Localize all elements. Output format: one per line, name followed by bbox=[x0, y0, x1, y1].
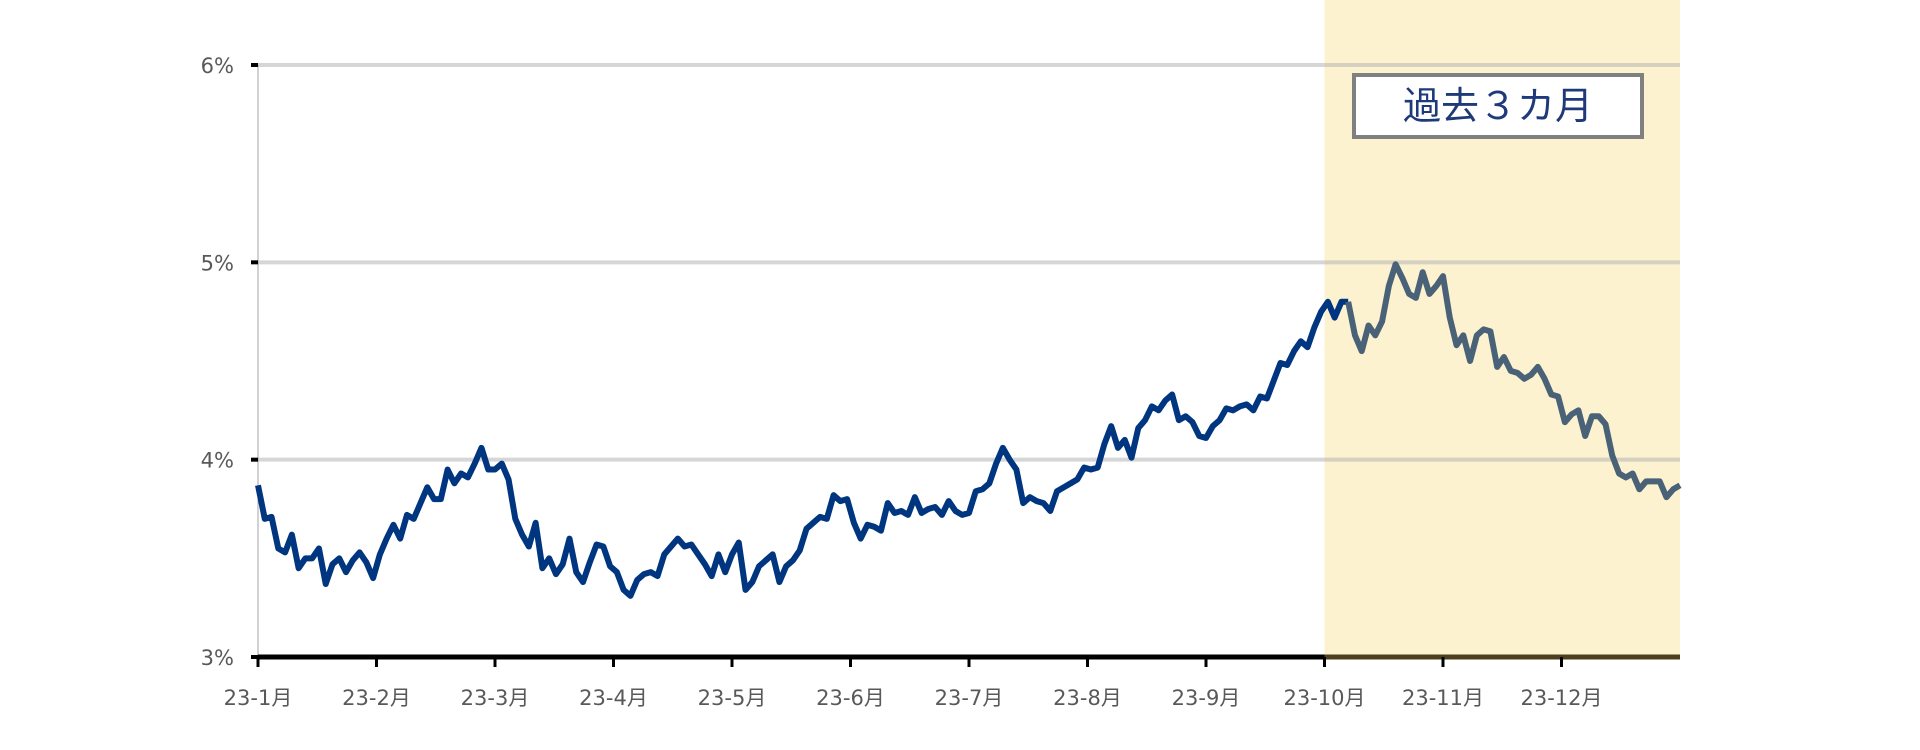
series-line-recent bbox=[1345, 261, 1682, 501]
x-tick-label: 23-2月 bbox=[342, 686, 411, 710]
x-tick-label: 23-9月 bbox=[1172, 686, 1241, 710]
x-tick-label: 23-11月 bbox=[1402, 686, 1484, 710]
y-tick-label: 5% bbox=[201, 251, 234, 275]
y-tick-label: 3% bbox=[201, 646, 234, 670]
x-tick-label: 23-3月 bbox=[461, 686, 530, 710]
x-tick-label: 23-7月 bbox=[935, 686, 1004, 710]
x-tick-label: 23-5月 bbox=[698, 686, 767, 710]
x-tick-label: 23-8月 bbox=[1053, 686, 1122, 710]
x-tick-label: 23-12月 bbox=[1520, 686, 1602, 710]
y-tick-label: 4% bbox=[201, 449, 234, 473]
y-tick-label: 6% bbox=[201, 54, 234, 78]
x-tick-label: 23-1月 bbox=[224, 686, 293, 710]
highlight-label: 過去３カ月 bbox=[1403, 84, 1593, 128]
x-tick-label: 23-4月 bbox=[579, 686, 648, 710]
series-line-main bbox=[255, 298, 1349, 599]
highlight-label-box: 過去３カ月 bbox=[1352, 73, 1644, 139]
x-tick-label: 23-6月 bbox=[816, 686, 885, 710]
x-tick-label: 23-10月 bbox=[1283, 686, 1365, 710]
